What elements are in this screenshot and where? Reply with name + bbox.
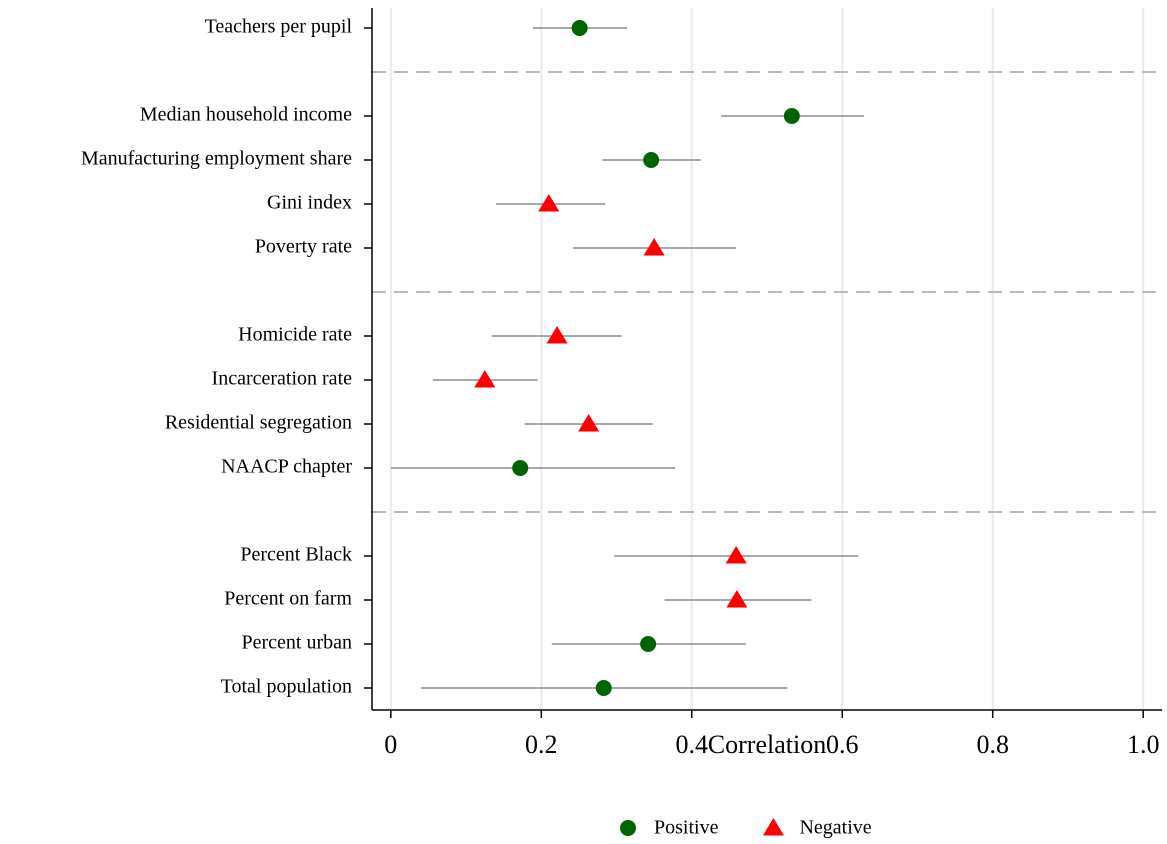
legend-label: Positive (654, 817, 719, 839)
point (546, 326, 568, 344)
y-tick-label: Poverty rate (255, 236, 352, 258)
x-tick-label: 0.2 (525, 730, 558, 759)
point (578, 414, 600, 432)
point (474, 370, 496, 388)
x-tick-label: 1.0 (1127, 730, 1160, 759)
y-tick-label: Teachers per pupil (205, 16, 353, 38)
point (643, 238, 665, 256)
point (726, 590, 748, 608)
y-tick-label: Residential segregation (165, 412, 352, 434)
point (571, 20, 588, 36)
y-tick-label: Incarceration rate (212, 368, 353, 390)
legend-marker (762, 818, 784, 836)
legend-marker (620, 820, 636, 836)
x-tick-label: 0.4 (676, 730, 709, 759)
legend-label: Negative (799, 817, 871, 839)
y-tick-label: Manufacturing employment share (81, 148, 352, 170)
x-tick-label: 0.6 (826, 730, 859, 759)
y-tick-label: Gini index (267, 192, 352, 214)
point (512, 460, 529, 476)
y-tick-label: Total population (221, 676, 352, 698)
y-tick-label: Homicide rate (238, 324, 352, 346)
point (783, 108, 800, 124)
point (538, 194, 560, 212)
x-tick-label: 0.8 (976, 730, 1009, 759)
point (725, 546, 747, 564)
y-tick-label: Percent urban (241, 632, 352, 654)
x-tick-label: 0 (384, 730, 397, 759)
y-tick-label: Percent on farm (224, 588, 352, 610)
point (640, 636, 657, 652)
y-tick-label: Median household income (140, 104, 352, 126)
y-tick-label: NAACP chapter (221, 456, 352, 478)
y-tick-label: Percent Black (240, 544, 352, 566)
point (643, 152, 660, 168)
point (595, 680, 612, 696)
x-axis-label: Correlation (708, 730, 826, 759)
